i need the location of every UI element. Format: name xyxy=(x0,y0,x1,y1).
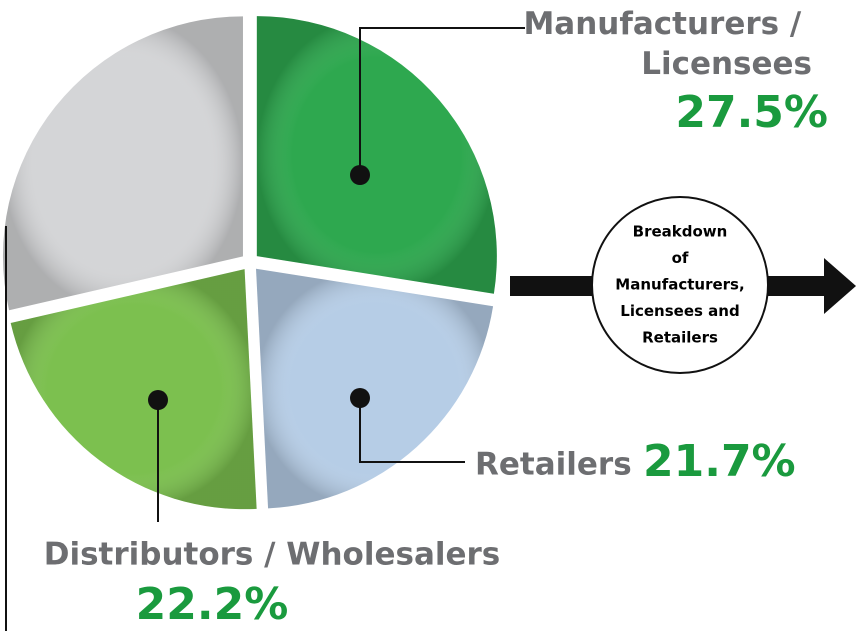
value-label: 21.7% xyxy=(643,436,796,487)
pie-slice xyxy=(256,16,497,294)
annotation-text: Retailers xyxy=(642,329,718,347)
pie-slice xyxy=(2,16,243,311)
annotation-text: Licensees and xyxy=(620,302,739,320)
annotation-circle xyxy=(591,196,769,374)
leader-line xyxy=(359,398,465,463)
category-label: Distributors / Wholesalers xyxy=(44,537,501,573)
category-label: Retailers xyxy=(475,447,632,483)
pie-slice xyxy=(10,269,257,510)
pie-slice xyxy=(256,268,494,509)
category-label: Manufacturers / Licensees xyxy=(523,6,812,82)
leader-dot xyxy=(350,388,370,408)
pie xyxy=(2,16,497,510)
value-label: 22.2% xyxy=(136,579,289,630)
annotation-text: Manufacturers, xyxy=(615,276,744,294)
value-label: 27.5% xyxy=(675,87,828,138)
leader-dot xyxy=(350,165,370,185)
annotation-text: of xyxy=(672,249,689,267)
annotation-text: Breakdown xyxy=(633,223,728,241)
leader-line xyxy=(359,27,525,175)
leader-dot xyxy=(148,390,168,410)
arrow-head xyxy=(824,258,856,314)
